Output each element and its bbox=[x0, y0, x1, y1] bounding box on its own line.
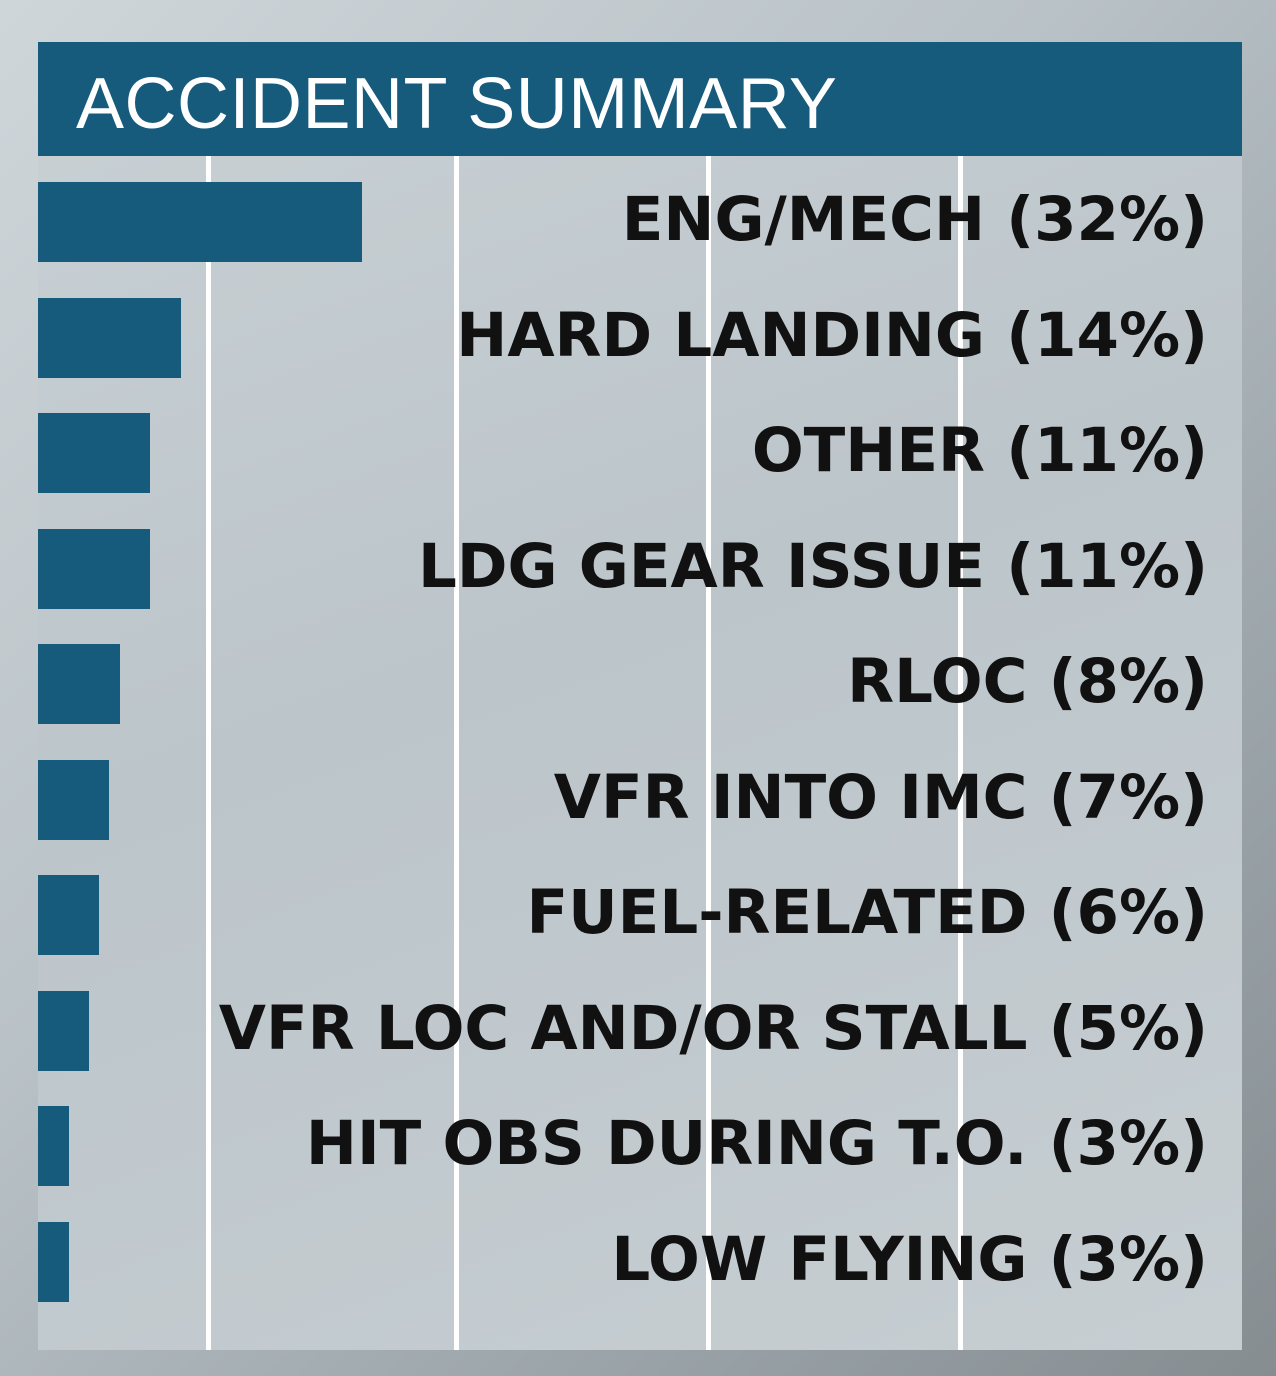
bar-label: FUEL-RELATED (6%) bbox=[526, 877, 1208, 948]
bar-label: HARD LANDING (14%) bbox=[456, 299, 1208, 371]
grid-line bbox=[206, 156, 211, 1350]
bar-eng-mech bbox=[38, 182, 362, 262]
bar-label: HIT OBS DURING T.O. (3%) bbox=[305, 1108, 1208, 1179]
bar-hit-obs-during-t-o bbox=[38, 1106, 69, 1186]
bar-ldg-gear-issue bbox=[38, 528, 150, 609]
bar-fuel-related bbox=[38, 875, 99, 955]
bar-label: OTHER (11%) bbox=[751, 415, 1208, 486]
bar-label: ENG/MECH (32%) bbox=[621, 184, 1208, 255]
chart-panel: ACCIDENT SUMMARY ENG/MECH (32%) HARD LAND… bbox=[38, 42, 1242, 1350]
bar-label: VFR INTO IMC (7%) bbox=[553, 761, 1208, 833]
grid-line bbox=[454, 156, 459, 1350]
bar-other bbox=[38, 413, 150, 493]
grid-line bbox=[706, 156, 711, 1350]
bar-label: VFR LOC AND/OR STALL (5%) bbox=[218, 992, 1208, 1064]
bar-label: LDG GEAR ISSUE (11%) bbox=[418, 530, 1208, 602]
bar-vfr-into-imc bbox=[38, 759, 109, 840]
bar-vfr-loc-and-or-stall bbox=[38, 990, 89, 1071]
grid-line bbox=[958, 156, 963, 1350]
chart-title: ACCIDENT SUMMARY bbox=[76, 64, 838, 144]
bar-label: RLOC (8%) bbox=[847, 646, 1208, 717]
bar-label: LOW FLYING (3%) bbox=[611, 1223, 1208, 1295]
bar-hard-landing bbox=[38, 297, 181, 378]
bar-low-flying bbox=[38, 1221, 69, 1302]
chart-header: ACCIDENT SUMMARY bbox=[38, 42, 1242, 156]
bar-rloc bbox=[38, 644, 120, 724]
